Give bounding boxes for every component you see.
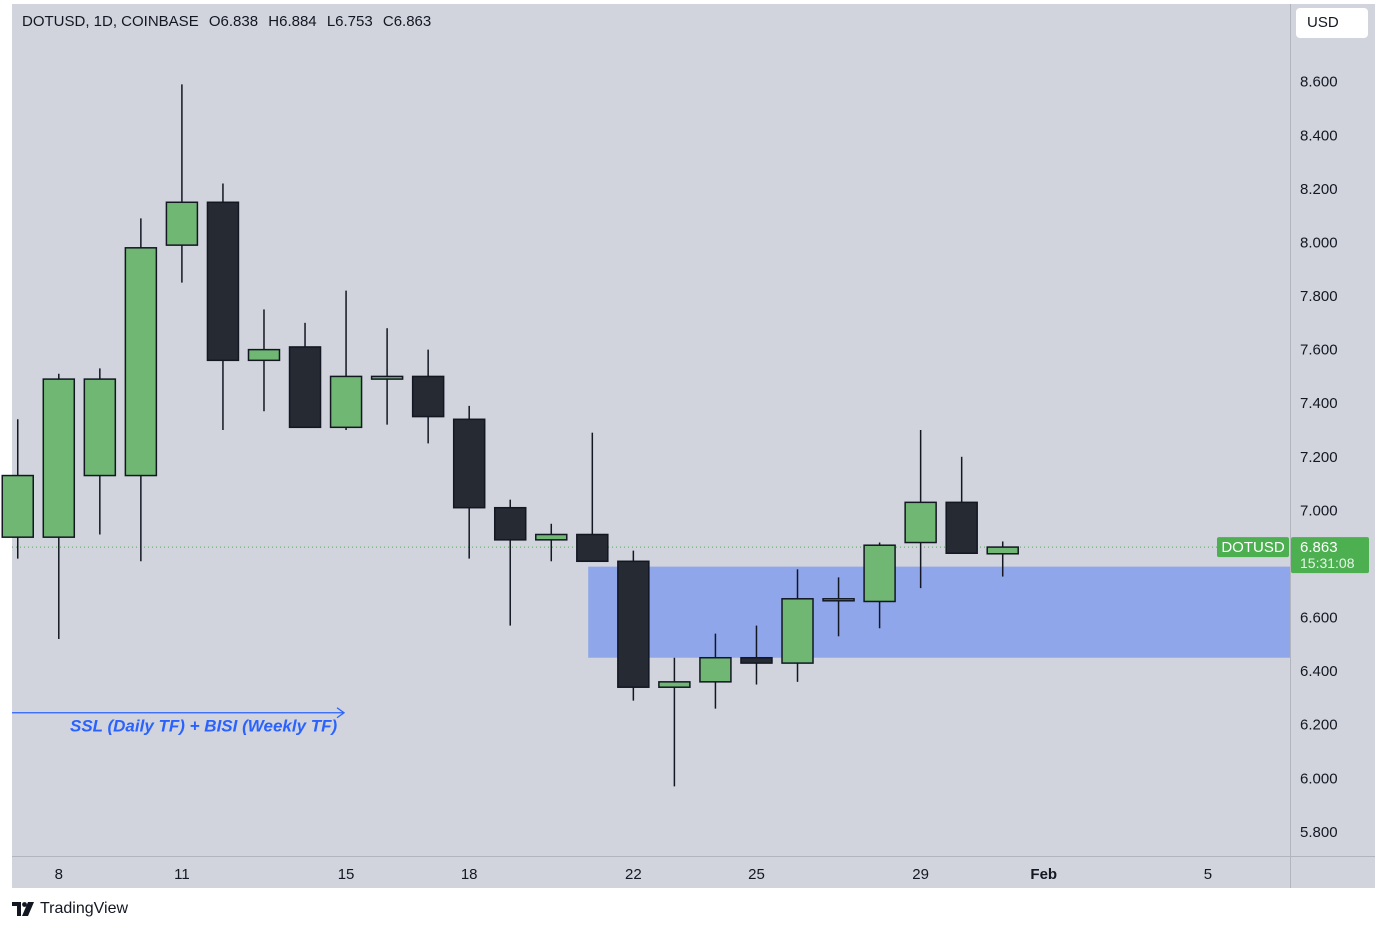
x-tick-label: 8 — [55, 866, 63, 883]
candle-body — [165, 201, 199, 246]
tradingview-label: TradingView — [40, 900, 129, 917]
candle-body — [288, 346, 322, 429]
candle[interactable] — [535, 523, 568, 562]
candle-body — [83, 378, 117, 477]
candle-body — [617, 560, 650, 688]
candle[interactable] — [493, 499, 527, 626]
candle[interactable] — [617, 550, 650, 701]
price-tag-value: 6.863 — [1300, 539, 1338, 556]
chart-background — [12, 4, 1375, 888]
y-tick-label: 7.600 — [1300, 342, 1338, 359]
candle[interactable] — [165, 84, 199, 283]
candle[interactable] — [904, 430, 937, 589]
candle[interactable] — [124, 218, 158, 562]
candle[interactable] — [658, 657, 691, 787]
y-tick-label: 6.400 — [1300, 663, 1338, 680]
candle-body — [452, 418, 486, 509]
candle[interactable] — [452, 405, 486, 559]
open-value: O6.838 — [208, 13, 259, 30]
candle[interactable] — [411, 349, 445, 444]
candle-body — [904, 501, 937, 544]
candle-body — [576, 533, 609, 563]
high-value: H6.884 — [268, 13, 317, 30]
y-tick-label: 7.800 — [1300, 288, 1338, 305]
candle-body — [863, 544, 896, 603]
candle-body — [740, 656, 773, 664]
y-tick-label: 7.000 — [1300, 502, 1338, 519]
candle[interactable] — [822, 577, 855, 637]
y-tick-label: 7.200 — [1300, 449, 1338, 466]
tradingview-brand[interactable]: TradingView — [12, 900, 128, 918]
close-value: C6.863 — [382, 13, 432, 30]
candle-body — [781, 598, 814, 664]
candle-body — [206, 201, 240, 362]
candle-body — [535, 533, 568, 541]
candle[interactable] — [699, 633, 732, 709]
candle-body — [411, 375, 445, 418]
x-tick-label: 22 — [625, 866, 642, 883]
bisi-zone[interactable] — [588, 566, 1290, 658]
y-tick-label: 6.600 — [1300, 610, 1338, 627]
y-tick-label: 8.200 — [1300, 181, 1338, 198]
x-tick-label: Feb — [1030, 866, 1057, 883]
y-tick-label: 6.200 — [1300, 717, 1338, 734]
x-tick-label: 29 — [912, 866, 929, 883]
y-tick-label: 7.400 — [1300, 395, 1338, 412]
candle-body — [329, 375, 363, 429]
candle[interactable] — [740, 625, 773, 685]
candle-body — [247, 348, 281, 362]
symbol-tag-label: DOTUSD — [1221, 539, 1285, 556]
candle[interactable] — [288, 322, 322, 429]
x-tick-label: 15 — [338, 866, 355, 883]
arrow-head-icon — [336, 707, 346, 719]
candle-body — [699, 656, 732, 683]
annotation-label: SSL (Daily TF) + BISI (Weekly TF) — [70, 717, 338, 736]
y-tick-label: 6.000 — [1300, 770, 1338, 787]
candle[interactable] — [781, 569, 814, 682]
price-tag-countdown: 15:31:08 — [1300, 555, 1355, 571]
candle[interactable] — [329, 290, 363, 430]
candle[interactable] — [370, 328, 404, 425]
candle-body — [986, 546, 1019, 555]
currency-button[interactable]: USD — [1296, 8, 1368, 38]
price-tag-bg — [1291, 537, 1369, 574]
candle[interactable] — [42, 373, 76, 639]
candle[interactable] — [247, 309, 281, 412]
symbol-tag-bg — [1217, 537, 1289, 558]
candle[interactable] — [206, 183, 240, 430]
y-tick-label: 8.600 — [1300, 74, 1338, 91]
candle-body — [42, 378, 76, 538]
candle-body — [124, 247, 158, 477]
candle-body — [822, 598, 855, 602]
tradingview-logo-icon — [12, 902, 34, 916]
candle-body — [945, 501, 978, 554]
candle-body — [1, 474, 34, 538]
candle[interactable] — [986, 541, 1019, 577]
candle[interactable] — [945, 456, 978, 554]
low-value: L6.753 — [326, 13, 373, 30]
candle[interactable] — [83, 368, 117, 535]
y-tick-label: 8.000 — [1300, 234, 1338, 251]
x-tick-label: 11 — [174, 866, 190, 883]
candle[interactable] — [1, 419, 34, 559]
symbol-info: DOTUSD, 1D, COINBASE — [22, 13, 199, 30]
x-tick-label: 25 — [748, 866, 765, 883]
candle-body — [493, 506, 527, 541]
candle-body — [658, 681, 691, 688]
candle[interactable] — [576, 432, 609, 563]
candle[interactable] — [863, 542, 896, 629]
x-tick-label: 18 — [461, 866, 478, 883]
y-tick-label: 5.800 — [1300, 824, 1338, 841]
candle-body — [370, 375, 404, 380]
y-tick-label: 8.400 — [1300, 127, 1338, 144]
chart-legend: DOTUSD, 1D, COINBASE O6.838 H6.884 L6.75… — [22, 13, 437, 30]
x-tick-label: 5 — [1204, 866, 1212, 883]
